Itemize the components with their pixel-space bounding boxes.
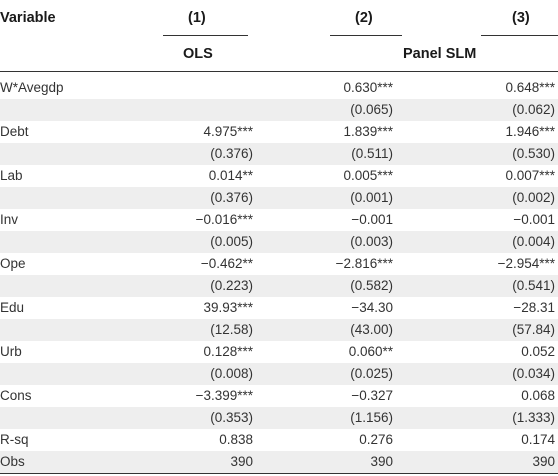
row-label: Cons [0, 388, 32, 403]
col2-value: 0.276 [359, 432, 393, 447]
row-shading [0, 363, 558, 385]
col3-value: −28.31 [513, 300, 555, 315]
col3-value: (0.062) [512, 102, 555, 117]
col2-value: (0.001) [350, 190, 393, 205]
row-label: Inv [0, 212, 19, 227]
bottom-rule [0, 473, 558, 474]
row-label: Obs [0, 454, 25, 469]
col1-value: 0.838 [219, 432, 253, 447]
col1-underline [163, 35, 248, 36]
col1-value: 0.128*** [203, 344, 253, 359]
row-shading [0, 275, 558, 297]
col3-value: 0.648*** [505, 80, 555, 95]
col1-value: 4.975*** [203, 124, 253, 139]
col3-value: (0.002) [512, 190, 555, 205]
row-label: Debt [0, 124, 29, 139]
col1-value: (0.005) [210, 234, 253, 249]
row-label: Edu [0, 300, 25, 315]
col3-value: 390 [532, 454, 555, 469]
col1-value: −3.399*** [195, 388, 253, 403]
col2-value: (0.582) [350, 278, 393, 293]
col1-value: 0.014** [208, 168, 253, 183]
col3-value: (0.034) [512, 366, 555, 381]
col1-value: (0.353) [210, 410, 253, 425]
col2-value: (0.025) [350, 366, 393, 381]
row-label: Ope [0, 256, 26, 271]
row-label: W*Avegdp [0, 80, 64, 95]
row-label: Lab [0, 168, 23, 183]
col3-value: −0.001 [513, 212, 555, 227]
col2-value: −2.816*** [335, 256, 393, 271]
header-col1-model: OLS [183, 46, 213, 62]
row-shading [0, 187, 558, 209]
col3-value: (1.333) [512, 410, 555, 425]
col2-value: 0.060** [348, 344, 393, 359]
col3-value: (0.004) [512, 234, 555, 249]
header-divider [0, 71, 558, 72]
col2-value: 0.005*** [343, 168, 393, 183]
col1-value: (0.376) [210, 146, 253, 161]
header-col3-number: (3) [512, 10, 530, 26]
row-shading [0, 319, 558, 341]
col1-value: 390 [230, 454, 253, 469]
col3-value: 1.946*** [505, 124, 555, 139]
row-shading [0, 451, 558, 473]
col3-value: 0.174 [521, 432, 555, 447]
col1-value: −0.016*** [195, 212, 253, 227]
col3-value: 0.068 [521, 388, 555, 403]
col1-value: (0.008) [210, 366, 253, 381]
col3-value: 0.052 [521, 344, 555, 359]
col3-underline [481, 35, 558, 36]
col3-value: (0.530) [512, 146, 555, 161]
col2-value: 0.630*** [343, 80, 393, 95]
col1-value: (0.223) [210, 278, 253, 293]
col2-value: (0.003) [350, 234, 393, 249]
col3-value: −2.954*** [497, 256, 555, 271]
col2-value: (1.156) [350, 410, 393, 425]
col2-value: 1.839*** [343, 124, 393, 139]
row-shading [0, 407, 558, 429]
row-label: R-sq [0, 432, 29, 447]
col3-value: 0.007*** [505, 168, 555, 183]
header-col23-model: Panel SLM [403, 46, 477, 62]
col2-value: −0.327 [351, 388, 393, 403]
header-col1-number: (1) [188, 10, 206, 26]
col2-underline [330, 35, 402, 36]
col2-value: (43.00) [350, 322, 393, 337]
header-col2-number: (2) [355, 10, 373, 26]
col2-value: −0.001 [351, 212, 393, 227]
col2-value: −34.30 [351, 300, 393, 315]
row-shading [0, 99, 558, 121]
col2-value: (0.511) [351, 146, 393, 161]
col1-value: 39.93*** [203, 300, 253, 315]
col3-value: (57.84) [512, 322, 555, 337]
col2-value: (0.065) [350, 102, 393, 117]
col1-value: (0.376) [210, 190, 253, 205]
col1-value: (12.58) [210, 322, 253, 337]
col3-value: (0.541) [512, 278, 555, 293]
col2-value: 390 [370, 454, 393, 469]
row-shading [0, 143, 558, 165]
header-variable: Variable [0, 10, 56, 26]
col1-value: −0.462** [200, 256, 253, 271]
row-shading [0, 231, 558, 253]
row-label: Urb [0, 344, 22, 359]
